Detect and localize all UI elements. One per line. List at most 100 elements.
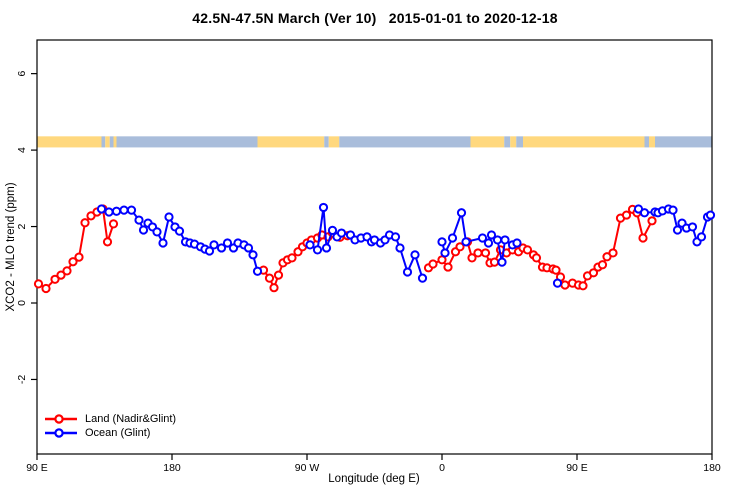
ocean-series-point bbox=[305, 240, 315, 250]
legend-row-ocean: Ocean (Glint) bbox=[44, 426, 176, 440]
map-strip-ocean bbox=[339, 136, 471, 148]
ocean-series-point bbox=[437, 237, 447, 247]
map-strip-ocean bbox=[516, 136, 523, 148]
ocean-series-point bbox=[410, 250, 420, 260]
land-series-point bbox=[269, 283, 279, 293]
ocean-series-line bbox=[101, 208, 259, 272]
ocean-series-point bbox=[243, 243, 254, 253]
plot-border bbox=[36, 39, 713, 455]
x-tick-label: 180 bbox=[163, 462, 181, 474]
ocean-series-point bbox=[705, 210, 716, 220]
land-series-point bbox=[551, 265, 561, 275]
land-series-point bbox=[522, 245, 533, 255]
ocean-series-point bbox=[402, 267, 413, 277]
y-tick-label: 0 bbox=[16, 300, 28, 306]
map-strip-ocean bbox=[504, 136, 511, 148]
land-series-point bbox=[560, 280, 570, 290]
legend-label: Ocean (Glint) bbox=[85, 427, 151, 439]
y-tick-label: 4 bbox=[16, 147, 28, 153]
ocean-series-point bbox=[395, 243, 405, 253]
ocean-series-point bbox=[687, 222, 698, 232]
ocean-series-point bbox=[222, 238, 233, 248]
y-axis-label: XCO2 - MLO trend (ppm) bbox=[5, 182, 17, 312]
map-strip-land bbox=[37, 136, 102, 148]
ocean-series-point bbox=[248, 250, 258, 260]
x-tick-label: 90 E bbox=[26, 462, 48, 474]
ocean-series-point bbox=[696, 232, 707, 242]
ocean-series-point bbox=[104, 207, 114, 217]
ocean-series-point bbox=[327, 225, 338, 235]
land-series-point bbox=[531, 253, 542, 263]
land-series-point bbox=[467, 253, 477, 263]
map-strip-ocean bbox=[101, 136, 106, 148]
map-strip-ocean bbox=[324, 136, 329, 148]
ocean-series-point bbox=[138, 225, 149, 235]
y-tick-label: -2 bbox=[16, 375, 28, 384]
land-series-point bbox=[443, 262, 453, 272]
ocean-series-point bbox=[336, 228, 347, 238]
ocean-series-point bbox=[174, 226, 185, 236]
ocean-series-point bbox=[204, 246, 215, 256]
map-strip-ocean bbox=[644, 136, 649, 148]
ocean-series-point bbox=[456, 208, 467, 218]
map-strip-land bbox=[328, 136, 340, 148]
ocean-series-point bbox=[158, 238, 168, 248]
land-series-point bbox=[608, 248, 618, 258]
x-tick-label: 90 W bbox=[295, 462, 320, 474]
legend-symbol-icon bbox=[45, 428, 77, 438]
land-series-point bbox=[56, 270, 66, 280]
y-tick-label: 6 bbox=[16, 71, 28, 77]
land-series-point bbox=[108, 219, 119, 229]
map-strip-ocean bbox=[655, 136, 712, 148]
land-series-point bbox=[489, 257, 500, 267]
land-series-point bbox=[74, 252, 84, 262]
ocean-series-point bbox=[312, 245, 323, 255]
ocean-series-line bbox=[309, 207, 424, 279]
land-series-point bbox=[588, 268, 599, 278]
x-tick-label: 0 bbox=[439, 462, 445, 474]
ocean-series-point bbox=[447, 233, 458, 243]
ocean-series-point bbox=[440, 248, 450, 258]
ocean-series-point bbox=[486, 230, 497, 240]
legend-symbol-icon bbox=[45, 414, 77, 424]
land-series-point bbox=[578, 281, 588, 291]
ocean-series-point bbox=[639, 208, 650, 218]
land-series-point bbox=[41, 283, 51, 294]
ocean-series-point bbox=[477, 233, 488, 243]
ocean-series-point bbox=[252, 266, 263, 276]
x-axis-label: Longitude (deg E) bbox=[328, 473, 420, 485]
map-strip-land bbox=[257, 136, 325, 148]
land-series-point bbox=[455, 242, 465, 252]
land-series-point bbox=[480, 248, 491, 258]
ocean-series-point bbox=[111, 206, 122, 216]
land-series-point bbox=[68, 257, 78, 267]
legend-row-land: Land (Nadir&Glint) bbox=[44, 412, 176, 426]
land-series-point bbox=[647, 216, 657, 226]
ocean-series-point bbox=[164, 212, 174, 222]
legend-label: Land (Nadir&Glint) bbox=[85, 413, 177, 425]
x-tick-label: 90 E bbox=[566, 462, 588, 474]
ocean-series-point bbox=[318, 202, 329, 213]
map-strip-land bbox=[523, 136, 645, 148]
ocean-series-point bbox=[209, 240, 219, 250]
map-strip-land bbox=[649, 136, 655, 148]
land-series-point bbox=[473, 248, 483, 258]
legend: Land (Nadir&Glint) Ocean (Glint) bbox=[44, 412, 176, 440]
ocean-series-point bbox=[461, 237, 471, 247]
ocean-series-point bbox=[552, 278, 563, 288]
ocean-series-point bbox=[216, 243, 227, 253]
x-tick-label: 180 bbox=[703, 462, 721, 474]
map-strip-ocean bbox=[109, 136, 114, 148]
chart-title: 42.5N-47.5N March (Ver 10) 2015-01-01 to… bbox=[192, 10, 558, 26]
ocean-series-point bbox=[96, 204, 107, 214]
map-strip-land bbox=[510, 136, 517, 148]
ocean-series-point bbox=[126, 205, 137, 215]
land-series-point bbox=[597, 260, 608, 270]
ocean-series-point bbox=[134, 215, 144, 225]
land-series-point bbox=[102, 237, 113, 247]
ocean-series-point bbox=[500, 235, 510, 245]
map-strip-land bbox=[113, 136, 117, 148]
land-series-point bbox=[621, 210, 632, 220]
